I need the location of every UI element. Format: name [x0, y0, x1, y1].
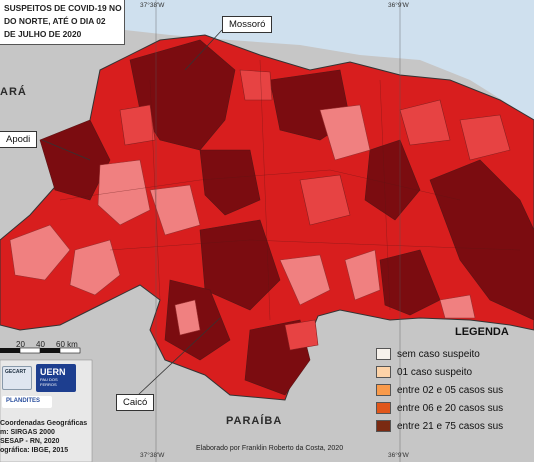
- gecart-logo: GECART: [2, 366, 32, 390]
- legend-label: entre 02 e 05 casos sus: [397, 384, 504, 396]
- uern-logo: UERN PAU DOS FERROS: [36, 364, 76, 392]
- legend-label: entre 06 e 20 casos sus: [397, 402, 504, 414]
- scale-label: 60 km: [56, 340, 78, 349]
- uern-logo-sub: PAU DOS FERROS: [40, 377, 58, 387]
- state-label-ceara: ARÁ: [0, 86, 27, 98]
- legend-label: entre 21 e 75 casos sus: [397, 420, 504, 432]
- callout-mossoro: Mossoró: [222, 16, 273, 33]
- callout-apodi: Apodi: [0, 131, 38, 148]
- legend-swatch: [376, 420, 391, 432]
- map-title-line: DO NORTE, ATÉ O DIA 02: [4, 16, 106, 26]
- state-label-paraiba: PARAÍBA: [226, 415, 283, 427]
- map-title-line: SUSPEITOS DE COVID-19 NO: [4, 3, 122, 13]
- map-title-box: SUSPEITOS DE COVID-19 NO DO NORTE, ATÉ O…: [0, 0, 125, 45]
- info-line: m: SIRGAS 2000: [0, 429, 55, 436]
- info-line: ográfica: IBGE, 2015: [0, 447, 69, 454]
- info-line: SESAP - RN, 2020: [0, 438, 60, 445]
- plandites-logo-text: PLANDITES: [6, 398, 41, 404]
- uern-logo-text: UERN: [40, 367, 66, 377]
- legend-item: entre 06 e 20 casos sus: [376, 402, 503, 414]
- coord-label: 36°9'W: [388, 452, 409, 459]
- legend-swatch: [376, 348, 391, 360]
- legend-swatch: [376, 402, 391, 414]
- legend-item: entre 21 e 75 casos sus: [376, 420, 503, 432]
- legend-swatch: [376, 366, 391, 378]
- coord-label: 37°38'W: [140, 2, 165, 9]
- legend-item: entre 02 e 05 casos sus: [376, 384, 503, 396]
- legend-item: 01 caso suspeito: [376, 366, 472, 378]
- coord-label: 37°38'W: [140, 452, 165, 459]
- legend-title: LEGENDA: [455, 326, 509, 338]
- coord-label: 36°9'W: [388, 2, 409, 9]
- gecart-logo-text: GECART: [5, 369, 27, 375]
- legend-label: 01 caso suspeito: [397, 366, 473, 378]
- map-title-line: DE JULHO DE 2020: [4, 29, 82, 39]
- legend-swatch: [376, 384, 391, 396]
- legend-item: sem caso suspeito: [376, 348, 480, 360]
- callout-caico: Caicó: [116, 394, 155, 411]
- legend-label: sem caso suspeito: [397, 348, 480, 360]
- scale-bar: [0, 347, 81, 354]
- scale-label: 40: [36, 340, 45, 349]
- scale-label: 20: [16, 340, 25, 349]
- plandites-logo: PLANDITES: [2, 396, 52, 408]
- map-credit: Elaborado por Franklin Roberto da Costa,…: [196, 445, 344, 452]
- info-line: Coordenadas Geográficas: [0, 420, 88, 427]
